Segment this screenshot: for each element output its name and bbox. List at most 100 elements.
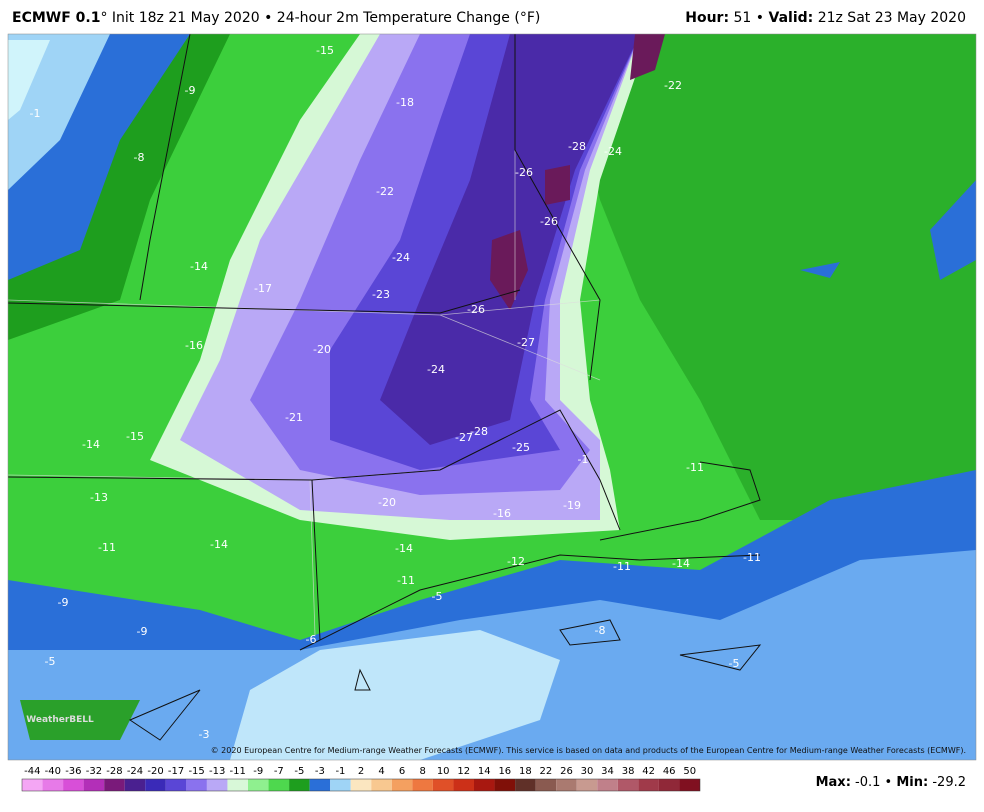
colorbar-swatch [679,779,700,791]
map-label: -12 [507,555,525,568]
colorbar-swatch [617,779,639,791]
header-right: Hour: 51 • Valid: 21z Sat 23 May 2020 [685,10,966,26]
colorbar-label: 30 [581,766,594,777]
colorbar-label: -15 [188,766,204,777]
colorbar-label: 42 [642,766,655,777]
max-label: Max: [816,775,851,790]
valid: 21z Sat 23 May 2020 [818,10,966,26]
map-label: -19 [563,499,581,512]
map-label: -26 [467,303,485,316]
colorbar-label: 18 [519,766,532,777]
colorbar-label: 14 [478,766,491,777]
logo: WeatherBELL [26,715,94,725]
colorbar-label: 46 [663,766,676,777]
colorbar-label: 12 [457,766,470,777]
colorbar-label: 50 [683,766,696,777]
colorbar-label: -28 [106,766,122,777]
valid-label: Valid: [769,10,814,26]
map-label: -11 [686,461,704,474]
sep: • [756,10,764,26]
min-label: Min: [896,775,928,790]
map-label: -22 [376,185,394,198]
map-frame [7,33,977,761]
map-label: -16 [185,339,203,352]
map-label: -9 [58,596,69,609]
colorbar-label: -7 [274,766,284,777]
map-label: -26 [515,166,533,179]
map-label: -1 [578,453,589,466]
model: ECMWF 0.1 [12,10,100,26]
colorbar-label: -5 [294,766,304,777]
colorbar-label: -36 [65,766,81,777]
colorbar-swatch [186,779,207,791]
colorbar-swatch [124,779,146,791]
colorbar-swatch [474,779,495,791]
map-label: -25 [512,441,530,454]
map-label: -15 [316,44,334,57]
colorbar-label: -9 [253,766,263,777]
map-label: -6 [306,633,317,646]
map-label: -26 [540,215,558,228]
map-label: -20 [378,496,396,509]
map-label: -8 [595,624,606,637]
colorbar-swatch [350,779,372,791]
max: -0.1 [855,775,880,790]
map-label: -5 [729,657,740,670]
map-label: -14 [395,542,413,555]
map-label: -14 [672,557,690,570]
colorbar-swatch [412,779,433,791]
map-label: -8 [134,151,145,164]
colorbar-swatch [535,779,557,791]
colorbar-swatch [309,779,331,791]
colorbar-swatch [104,779,125,791]
map-label: -17 [254,282,272,295]
header-left: ECMWF 0.1° Init 18z 21 May 2020 • 24-hou… [12,10,540,26]
colorbar-label: 6 [399,766,405,777]
colorbar-label: -11 [230,766,246,777]
min: -29.2 [932,775,966,790]
map-label: -21 [285,411,303,424]
colorbar-label: -32 [86,766,102,777]
map-label: -16 [493,507,511,520]
map-label: -11 [613,560,631,573]
map-label: -28 [470,425,488,438]
map-label: -23 [372,288,390,301]
colorbar-swatch [432,779,454,791]
colorbar-swatch [289,779,310,791]
colorbar-label: 4 [378,766,384,777]
colorbar-swatch [576,779,598,791]
map [8,34,976,760]
colorbar-swatch [330,779,351,791]
colorbar-label: -3 [315,766,325,777]
colorbar-swatch [206,779,228,791]
map-label: -5 [45,655,56,668]
title: ° Init 18z 21 May 2020 • 24-hour 2m Temp… [100,10,540,26]
map-label: -27 [517,336,535,349]
colorbar-label: -20 [147,766,163,777]
copyright: © 2020 European Centre for Medium-range … [211,746,966,755]
colorbar-swatch [22,779,43,791]
colorbar-label: 2 [358,766,364,777]
map-label: -27 [455,431,473,444]
map-label: -22 [664,79,682,92]
colorbar-label: 38 [622,766,635,777]
colorbar-swatch [268,779,290,791]
colorbar-label: 16 [498,766,511,777]
hour: 51 [734,10,752,26]
colorbar-label: 8 [419,766,425,777]
map-label: -18 [396,96,414,109]
map-label: -24 [427,363,445,376]
map-label: -3 [199,728,210,741]
colorbar-label: -13 [209,766,225,777]
colorbar-swatch [638,779,659,791]
colorbar-swatch [371,779,392,791]
colorbar-label: 26 [560,766,573,777]
colorbar-swatch [165,779,187,791]
colorbar-label: -17 [168,766,184,777]
map-label: -13 [90,491,108,504]
colorbar-swatch [391,779,413,791]
sep: • [885,775,893,790]
map-label: -28 [568,140,586,153]
map-label: -20 [313,343,331,356]
